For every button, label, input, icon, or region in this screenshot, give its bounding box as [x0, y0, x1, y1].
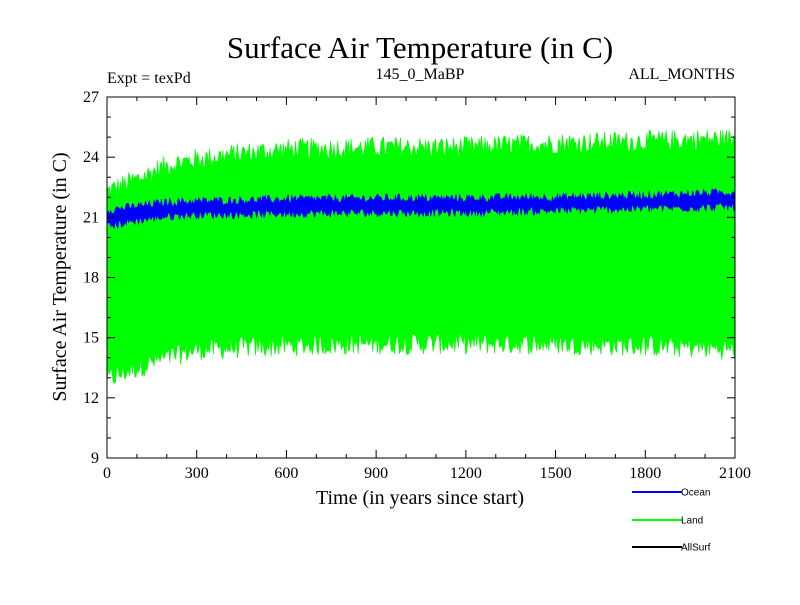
- y-tick-label: 9: [91, 450, 99, 467]
- legend-label-allsurf: AllSurf: [681, 543, 711, 554]
- series-land-band: [106, 129, 736, 385]
- x-tick-label: 1500: [540, 465, 572, 482]
- plot-area: [106, 129, 736, 385]
- x-axis-label: Time (in years since start): [316, 487, 524, 509]
- x-tick-label: 900: [364, 465, 388, 482]
- y-axis-label: Surface Air Temperature (in C): [49, 152, 71, 401]
- chart-subtitle-left: Expt = texPd: [107, 70, 191, 87]
- y-tick-label: 27: [83, 89, 99, 106]
- x-tick-label: 300: [185, 465, 209, 482]
- y-tick-label: 24: [83, 149, 99, 166]
- y-tick-label: 15: [83, 330, 99, 347]
- y-tick-label: 18: [83, 270, 99, 287]
- chart-subtitle-center: 145_0_MaBP: [376, 66, 465, 83]
- x-tick-label: 2100: [719, 465, 751, 482]
- axes: 0 300 600 900 1200 1500 1800 2100 9 12 15 18 21 24 27: [83, 89, 751, 482]
- x-tick-label: 1800: [629, 465, 661, 482]
- chart-title: Surface Air Temperature (in C): [227, 30, 613, 65]
- y-tick-label: 21: [83, 209, 99, 226]
- legend-label-ocean: Ocean: [681, 488, 710, 499]
- legend: Ocean Land AllSurf: [632, 488, 711, 554]
- x-tick-label: 1200: [450, 465, 482, 482]
- chart-subtitle-right: ALL_MONTHS: [628, 66, 735, 83]
- x-tick-label: 600: [274, 465, 298, 482]
- legend-label-land: Land: [681, 516, 703, 527]
- x-tick-label: 0: [103, 465, 111, 482]
- y-tick-label: 12: [83, 390, 99, 407]
